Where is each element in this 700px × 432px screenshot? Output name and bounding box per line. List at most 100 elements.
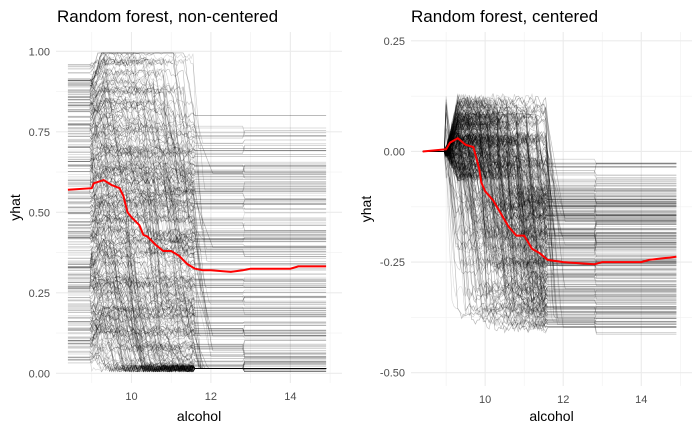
ice-curve <box>67 81 327 167</box>
ice-curve <box>422 128 677 321</box>
ice-curve <box>422 109 677 247</box>
ice-curve <box>67 82 327 168</box>
ice-curve <box>67 283 327 373</box>
ice-curve <box>67 314 327 372</box>
ice-curve <box>67 165 327 312</box>
ice-curve <box>67 266 327 373</box>
ice-curve <box>422 116 677 197</box>
ice-curve <box>67 162 327 284</box>
ice-curve <box>67 102 327 185</box>
ice-curve <box>422 147 677 214</box>
ice-curve <box>67 357 327 373</box>
ice-curve <box>67 178 327 213</box>
ice-curve <box>422 144 677 264</box>
ice-curve <box>422 113 677 309</box>
ice-curve <box>67 237 327 329</box>
ice-curve <box>422 113 677 204</box>
ice-curve <box>67 95 327 257</box>
ice-curve <box>67 147 327 269</box>
ice-curve <box>67 294 327 340</box>
ice-curve <box>67 143 327 263</box>
ice-curve <box>67 238 327 371</box>
ice-curve <box>422 148 677 271</box>
ice-curve <box>422 92 677 283</box>
ice-curve <box>67 132 327 245</box>
ice-curve <box>422 136 677 176</box>
ice-curve <box>67 288 327 369</box>
ice-curve <box>67 325 327 373</box>
ice-curve <box>422 145 677 263</box>
ice-curve <box>67 343 327 373</box>
ice-curve <box>67 213 327 286</box>
ice-curve <box>67 182 327 278</box>
ice-curve <box>67 207 327 372</box>
ice-curve <box>422 146 677 281</box>
ice-curve <box>67 270 327 321</box>
ice-curve <box>422 131 677 298</box>
ice-curve <box>422 140 677 243</box>
ice-curve <box>67 238 327 373</box>
ice-curve <box>67 64 327 154</box>
ice-curve <box>67 258 327 360</box>
ice-curve <box>422 137 677 292</box>
ice-curve <box>422 151 677 206</box>
y-tick-label: 0.25 <box>384 36 405 48</box>
ice-curve <box>67 106 327 231</box>
ice-curve <box>422 125 677 291</box>
ice-curve <box>67 342 327 369</box>
ice-curve <box>67 112 327 257</box>
ice-curve <box>422 111 677 241</box>
ice-curve <box>422 98 677 256</box>
ice-curve <box>422 97 677 191</box>
ice-curve <box>422 117 677 193</box>
ice-curve <box>422 117 677 316</box>
ice-curve <box>67 142 327 176</box>
ice-curve <box>67 122 327 189</box>
ice-curve <box>67 170 327 292</box>
ice-curve <box>422 98 677 236</box>
ice-curve <box>67 299 327 337</box>
ice-curve <box>67 101 327 214</box>
ice-curve <box>422 103 677 290</box>
ice-curve <box>67 52 327 120</box>
ice-curve <box>67 166 327 316</box>
ice-curve <box>422 151 677 216</box>
ice-curve <box>422 133 677 169</box>
ice-curve <box>67 117 327 238</box>
ice-curve <box>422 109 677 249</box>
ice-curve <box>67 333 327 373</box>
ice-curve <box>422 107 677 319</box>
ice-curve <box>422 118 677 225</box>
ice-curve <box>422 101 677 191</box>
ice-curve <box>422 121 677 278</box>
ice-curve <box>67 79 327 175</box>
ice-curve <box>422 151 677 302</box>
ice-curve <box>67 255 327 359</box>
ice-curve <box>422 119 677 323</box>
ice-curve <box>67 147 327 286</box>
ice-curve <box>67 219 327 354</box>
ice-curve <box>67 225 327 268</box>
ice-curve <box>67 276 327 373</box>
ice-curve <box>422 141 677 278</box>
ice-curve <box>67 248 327 373</box>
ice-curve <box>422 148 677 221</box>
ice-curve <box>67 100 327 176</box>
ice-curve <box>67 160 327 300</box>
ice-curve <box>67 153 327 301</box>
ice-curve <box>422 123 677 206</box>
ice-curve <box>422 119 677 304</box>
y-tick-label: -0.25 <box>380 257 405 269</box>
ice-curve <box>422 147 677 288</box>
ice-curve <box>67 147 327 291</box>
ice-curve <box>67 170 327 293</box>
ice-curve <box>67 125 327 195</box>
ice-curve <box>422 98 677 321</box>
ice-curve <box>67 87 327 237</box>
ice-curve <box>67 80 327 223</box>
ice-curve <box>422 109 677 234</box>
ice-curve <box>67 52 327 178</box>
ice-curve <box>67 267 327 307</box>
ice-curve <box>422 122 677 250</box>
ice-curve <box>422 150 677 304</box>
